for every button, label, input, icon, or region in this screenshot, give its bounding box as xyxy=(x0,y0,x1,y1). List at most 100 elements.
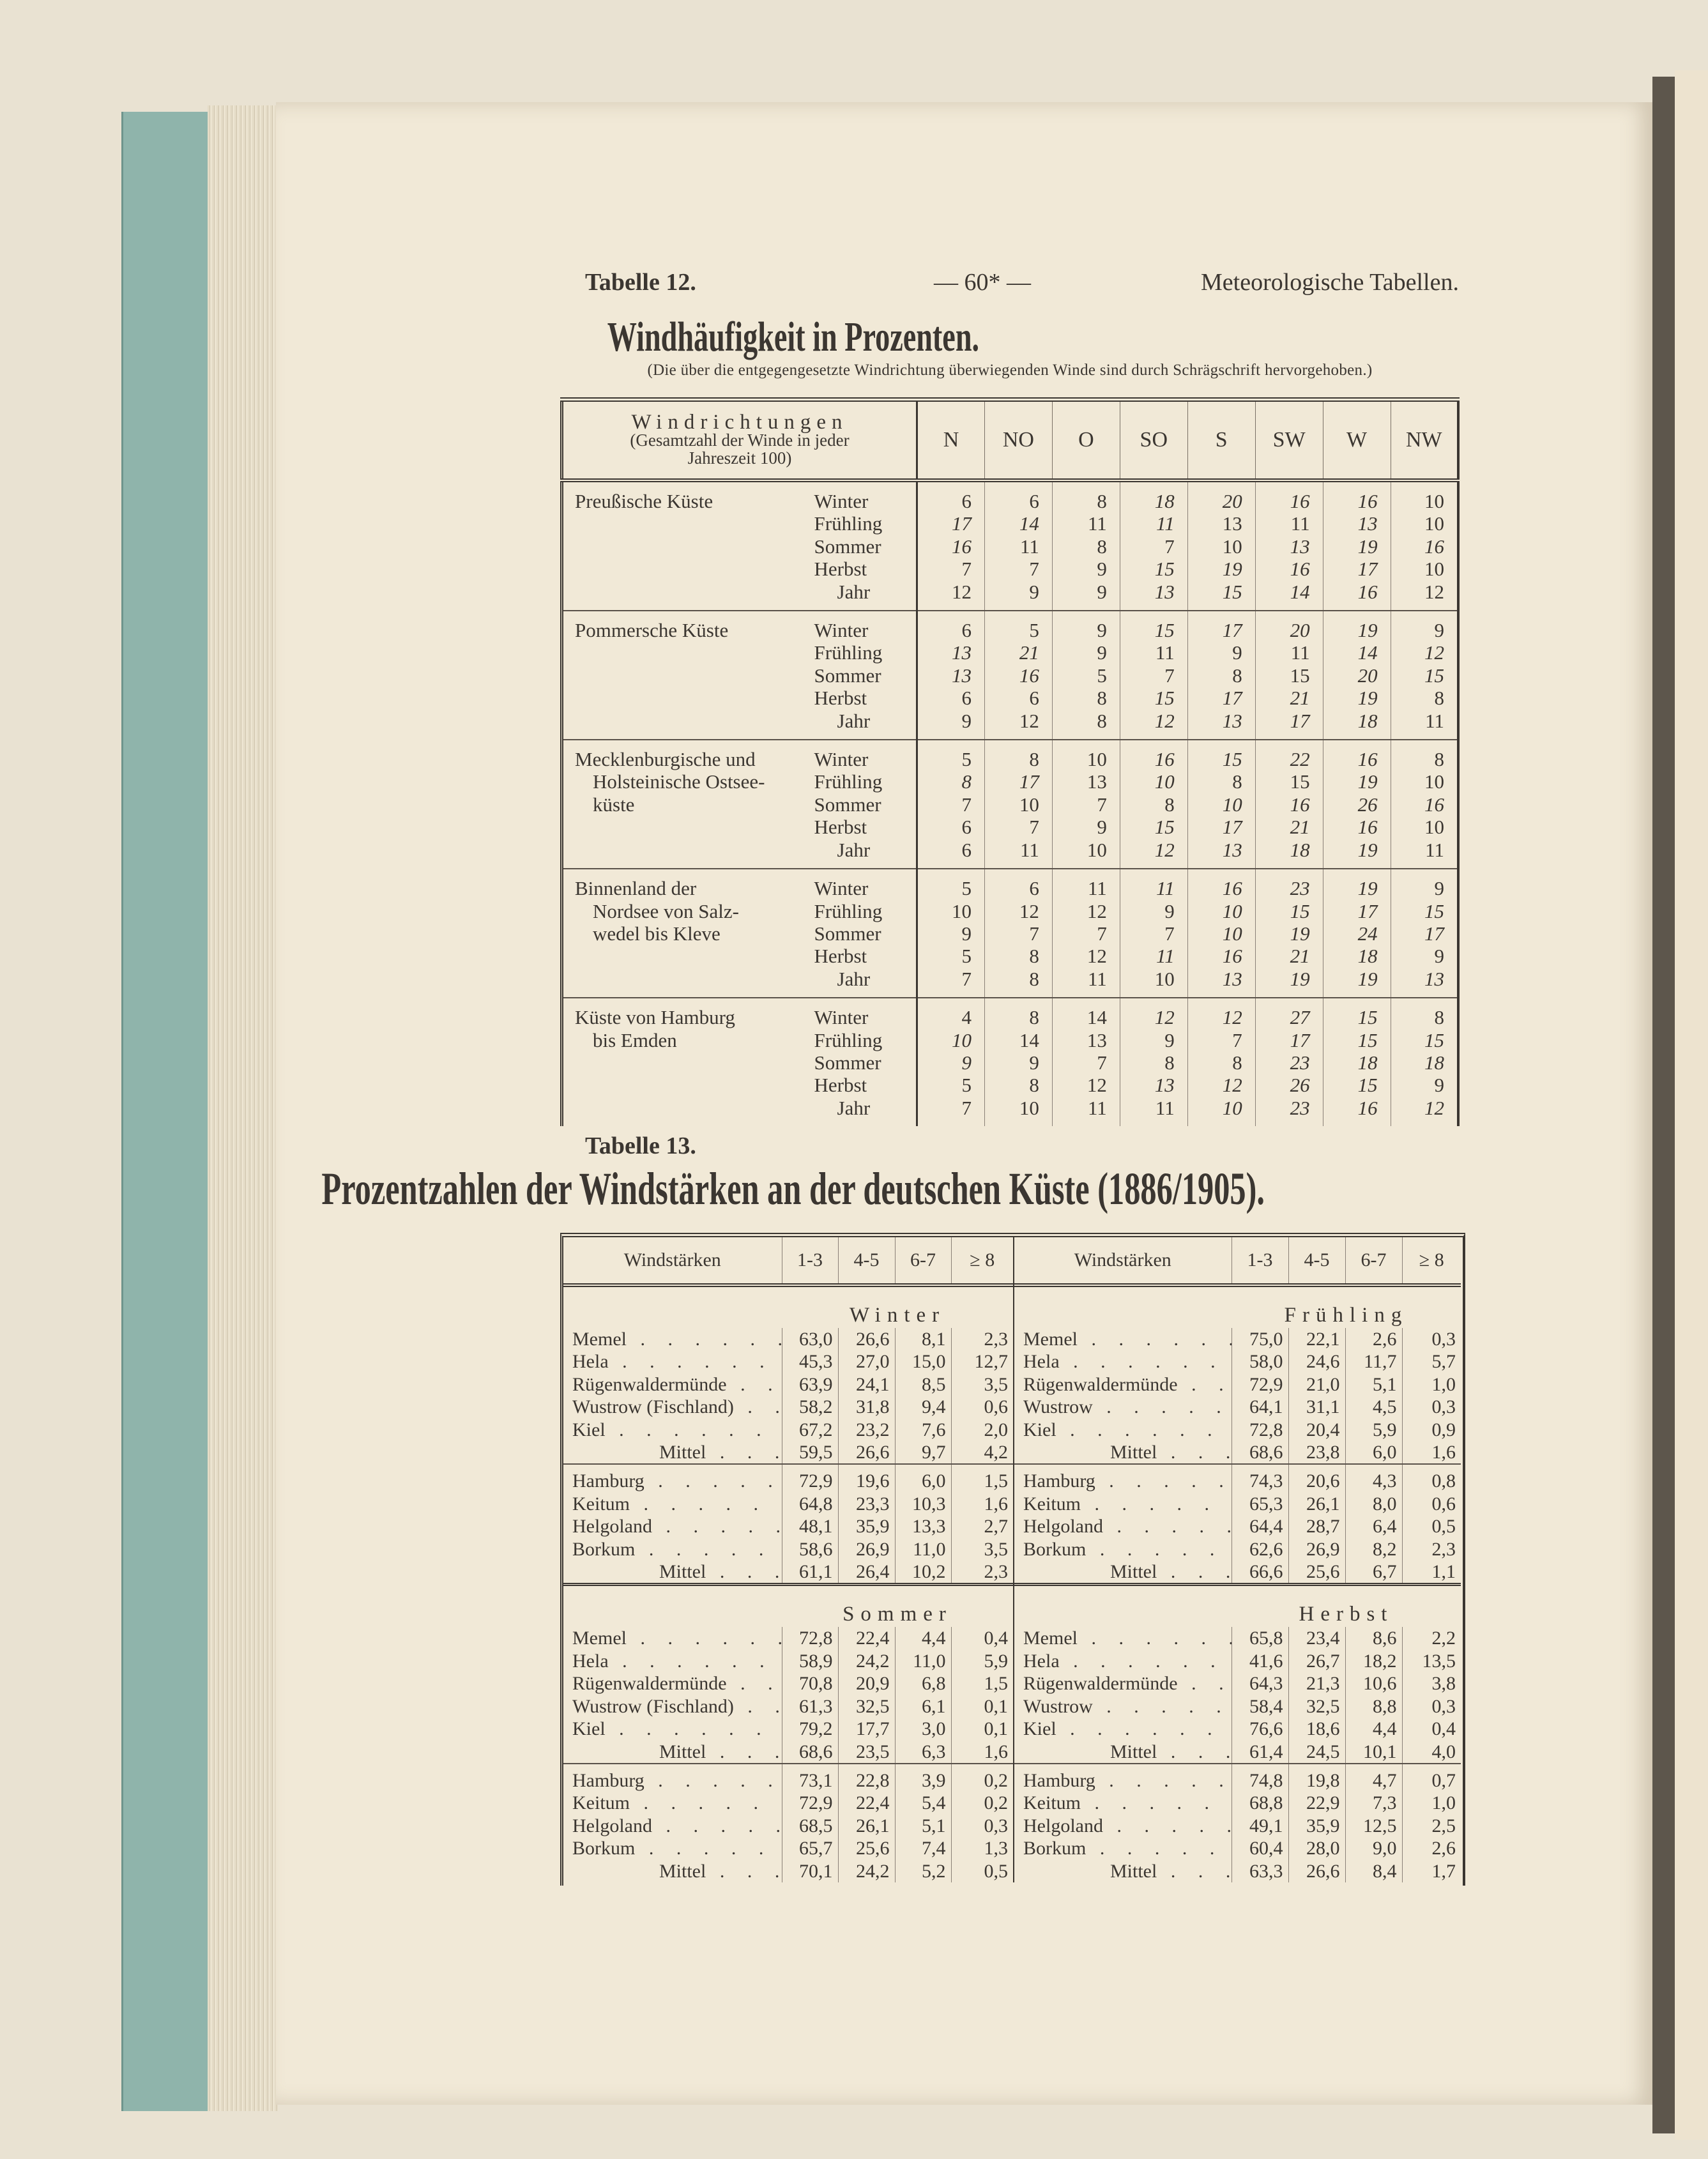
separator-cell xyxy=(781,1762,838,1769)
direction-header: O xyxy=(1051,399,1120,482)
value-cell: 65,8 xyxy=(1231,1627,1288,1650)
value-cell: 15 xyxy=(1357,1028,1378,1051)
value-cell: 27,0 xyxy=(837,1350,895,1373)
value-cell: 27 xyxy=(1290,1006,1310,1029)
value-cell: 58,2 xyxy=(781,1396,838,1419)
value-cell: 18,2 xyxy=(1345,1649,1402,1673)
value-cell: 23,2 xyxy=(837,1418,895,1442)
dot-leader: . . . . . . . . . . . xyxy=(640,1329,782,1350)
value-cell: 76,6 xyxy=(1231,1718,1288,1741)
station-name-text: Keitum xyxy=(1023,1792,1081,1814)
value-cell: 22,8 xyxy=(837,1769,895,1792)
direction-column-o: 8 11 8 9 9 xyxy=(1051,480,1120,611)
value-cell: 12 xyxy=(1087,945,1107,968)
value-cell: 17 xyxy=(1290,709,1310,732)
value-cell: 17,7 xyxy=(837,1718,895,1741)
station-name-text: Keitum xyxy=(572,1493,630,1514)
station-name: Mittel . . . . . . . . . . . xyxy=(563,1560,782,1585)
station-name: Hela . . . . . . . . . . . xyxy=(563,1650,782,1672)
table12-title-text: Windhäufigkeit in Prozenten. xyxy=(607,314,980,360)
direction-column-w: 15 15 18 15 16 xyxy=(1322,997,1391,1127)
value-cell: 21 xyxy=(1290,816,1310,839)
dot-leader: . . . . . . . . . . . xyxy=(719,1561,782,1583)
value-cell: 10 xyxy=(1222,922,1242,945)
value-cell: 0,9 xyxy=(1401,1418,1461,1442)
value-cell: 17 xyxy=(1424,922,1444,945)
dot-leader: . . . . . . . . . . . xyxy=(640,1628,782,1649)
station-row: Memel . . . . . . . . . . .72,822,44,40,… xyxy=(563,1627,1013,1650)
value-cell: 13 xyxy=(1222,512,1242,535)
direction-column-nw: 9 12 15 8 11 xyxy=(1390,610,1458,740)
station-name: Hamburg . . . . . . . . . . . xyxy=(1014,1769,1231,1792)
value-cell: 15 xyxy=(1290,899,1310,922)
season-label: Sommer xyxy=(814,664,881,687)
value-cell: 7 xyxy=(961,793,972,816)
value-cell: 11 xyxy=(1156,877,1175,900)
station-name: Hamburg . . . . . . . . . . . xyxy=(563,1769,782,1792)
value-cell: 15 xyxy=(1424,1028,1444,1051)
value-cell: 1,3 xyxy=(950,1837,1013,1860)
station-row: Hela . . . . . . . . . . .45,327,015,012… xyxy=(563,1350,1013,1373)
dot-leader: . . . . . . . . . . . xyxy=(648,1838,782,1859)
value-cell: 14 xyxy=(1019,1028,1039,1051)
station-name-text: Helgoland xyxy=(572,1516,652,1537)
value-cell: 5,7 xyxy=(1401,1350,1461,1373)
station-name: Memel . . . . . . . . . . . xyxy=(1014,1328,1231,1350)
value-cell: 0,6 xyxy=(950,1396,1013,1419)
station-name-text: Kiel xyxy=(572,1419,606,1440)
dot-leader: . . . . . . . . . . . xyxy=(622,1351,782,1373)
value-cell: 18 xyxy=(1357,945,1378,968)
station-row: Memel . . . . . . . . . . .63,026,68,12,… xyxy=(563,1328,1013,1351)
value-cell: 19 xyxy=(1290,922,1310,945)
value-cell: 16 xyxy=(1424,793,1444,816)
direction-column-no: 5 21 16 6 12 xyxy=(984,610,1053,740)
value-cell: 10 xyxy=(1222,1096,1242,1119)
dot-leader: . . . . . . . . . . . xyxy=(1191,1673,1231,1695)
table13-header-row: Windstärken 1-3 4-5 6-7 ≥ 8 xyxy=(563,1237,1013,1287)
dot-leader: . . . . . . . . . . . xyxy=(1170,1860,1231,1882)
station-name: Borkum . . . . . . . . . . . xyxy=(563,1837,782,1859)
value-cell: 7,3 xyxy=(1345,1792,1402,1815)
value-cell: 9 xyxy=(1097,558,1107,581)
station-name: Mittel . . . . . . . . . . . xyxy=(1014,1860,1231,1882)
value-cell: 20 xyxy=(1357,664,1378,687)
station-name: Kiel . . . . . . . . . . . xyxy=(1014,1419,1231,1441)
value-cell: 18,6 xyxy=(1288,1718,1345,1741)
value-cell: 10 xyxy=(1222,899,1242,922)
value-cell: 58,9 xyxy=(781,1649,838,1673)
value-cell: 58,4 xyxy=(1231,1695,1288,1718)
station-name-text: Mittel xyxy=(659,1561,706,1583)
station-row: Keitum . . . . . . . . . . .72,922,45,40… xyxy=(563,1792,1013,1815)
value-cell: 2,3 xyxy=(950,1560,1013,1585)
season-label: Frühling xyxy=(814,512,883,535)
direction-column-n: 6 13 13 6 9 xyxy=(916,610,985,740)
value-cell: 25,6 xyxy=(837,1837,895,1860)
region-name: Mecklenburgische und Holsteinische Ostsee… xyxy=(561,739,814,869)
value-cell: 5 xyxy=(961,945,972,968)
station-name: Wustrow (Fischland) . . . . . . . . . . … xyxy=(563,1396,782,1418)
value-cell: 6,0 xyxy=(894,1470,951,1493)
value-cell: 9 xyxy=(1029,1051,1039,1074)
page-stack-edge xyxy=(208,105,278,2111)
value-cell: 10 xyxy=(1154,967,1175,990)
value-cell: 0,3 xyxy=(1401,1396,1461,1419)
value-cell: 61,1 xyxy=(781,1560,838,1585)
direction-column-nw: 9 15 17 9 13 xyxy=(1390,868,1458,998)
value-cell: 5,2 xyxy=(894,1859,951,1882)
season-row: Winter xyxy=(563,1285,1013,1328)
direction-column-o: 10 13 7 9 10 xyxy=(1051,739,1120,869)
value-cell: 18 xyxy=(1290,838,1310,861)
value-cell: 0,2 xyxy=(950,1769,1013,1792)
value-cell: 14 xyxy=(1087,1006,1107,1029)
value-cell: 7 xyxy=(1097,922,1107,945)
wind-force-column-header: 6-7 xyxy=(894,1237,951,1287)
value-cell: 7 xyxy=(1232,1028,1242,1051)
value-cell: 1,5 xyxy=(950,1672,1013,1695)
value-cell: 20,9 xyxy=(837,1672,895,1695)
station-row: Rügenwaldermünde . . . . . . . . . . .63… xyxy=(563,1373,1013,1396)
value-cell: 11 xyxy=(1087,1096,1107,1119)
season-spacer xyxy=(1014,1583,1231,1628)
station-name-text: Wustrow (Fischland) xyxy=(572,1396,734,1418)
station-row: Wustrow . . . . . . . . . . .58,432,58,8… xyxy=(1014,1695,1461,1718)
value-cell: 23,3 xyxy=(837,1492,895,1516)
